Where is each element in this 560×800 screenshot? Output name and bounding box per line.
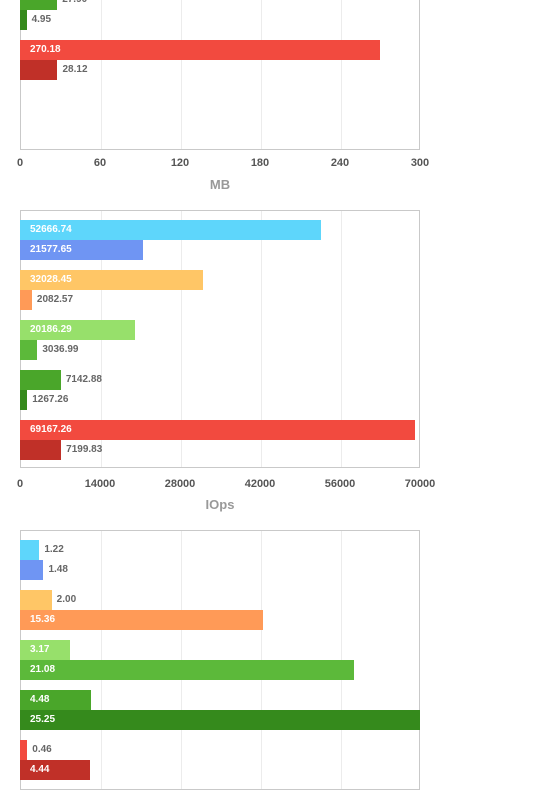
bar[interactable] [20,640,71,660]
bar[interactable] [20,370,61,390]
data-label: 27.90 [62,0,87,10]
data-label: 7142.88 [65,374,102,385]
bar[interactable] [20,320,136,340]
x-tick-label: 56000 [324,478,356,490]
x-tick-label: 300 [410,157,430,169]
x-tick-label: 60 [93,157,107,169]
data-label: 1.22 [44,544,64,555]
data-label: 2.00 [56,594,77,605]
bar[interactable] [20,590,52,610]
x-axis-title: MB [209,177,231,192]
bar[interactable] [20,760,91,780]
data-label: 69167.26 [30,424,72,435]
gridline [101,0,102,149]
data-label: 2082.57 [36,294,74,305]
plot-area [20,0,420,150]
gridline [261,211,262,467]
gridline [341,0,342,149]
bar[interactable] [20,560,44,580]
gridline [181,0,182,149]
gridline [181,211,182,467]
bar[interactable] [20,390,28,410]
bar[interactable] [20,270,204,290]
data-label: 4.44 [30,764,50,775]
x-tick-label: 42000 [244,478,276,490]
bar[interactable] [20,540,40,560]
bar[interactable] [20,420,416,440]
bar[interactable] [20,40,381,60]
data-label: 52666.74 [30,224,72,235]
data-label: 32028.45 [30,274,72,285]
x-tick-label: 14000 [84,478,116,490]
bar[interactable] [20,240,144,260]
bar[interactable] [20,290,32,310]
data-label: 4.48 [30,694,50,705]
bar[interactable] [20,0,58,10]
x-axis-title: IOps [205,497,235,512]
data-label: 7199.83 [66,444,103,455]
bar[interactable] [20,690,91,710]
bar[interactable] [20,440,62,460]
bar[interactable] [20,710,420,730]
x-tick-label: 180 [250,157,270,169]
data-label: 21.08 [30,664,56,675]
bar[interactable] [20,740,28,760]
data-label: 0.46 [32,744,52,755]
data-label: 1267.26 [32,394,69,405]
data-label: 15.36 [30,614,56,625]
gridline [341,211,342,467]
data-label: 4.95 [31,14,52,25]
data-label: 3036.99 [42,344,79,355]
data-label: 21577.65 [30,244,72,255]
x-tick-label: 120 [170,157,190,169]
bar[interactable] [20,610,264,630]
bar[interactable] [20,60,58,80]
bar[interactable] [20,340,38,360]
bar[interactable] [20,660,354,680]
x-tick-label: 0 [16,478,24,490]
x-tick-label: 70000 [404,478,436,490]
gridline [261,0,262,149]
data-label: 270.18 [30,44,61,55]
x-tick-label: 0 [16,157,24,169]
bar[interactable] [20,220,321,240]
data-label: 3.17 [30,644,50,655]
bar[interactable] [20,10,27,30]
data-label: 20186.29 [30,324,72,335]
data-label: 28.12 [62,64,88,75]
x-tick-label: 28000 [164,478,196,490]
x-tick-label: 240 [330,157,350,169]
data-label: 1.48 [48,564,68,575]
data-label: 25.25 [30,714,56,725]
